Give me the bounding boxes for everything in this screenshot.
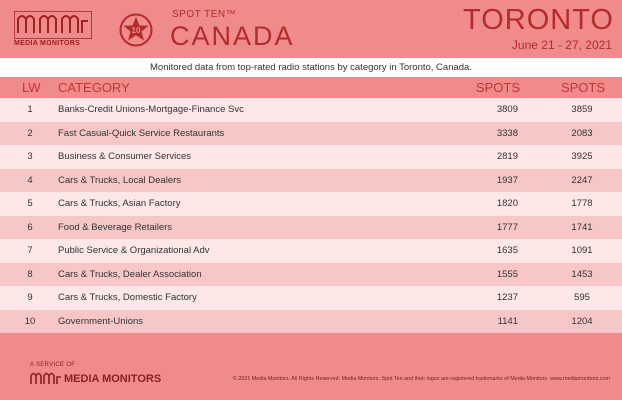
col-lw: LW <box>22 80 41 95</box>
footer-logo: MEDIA MONITORS <box>30 371 170 387</box>
row-lw: 10 <box>24 315 36 327</box>
row-spots-lw: 3859 <box>571 104 593 115</box>
spot-ten-label: SPOT TEN™ <box>172 9 237 20</box>
row-spots-tw: 1635 <box>496 245 518 256</box>
row-lw: 3 <box>27 151 33 162</box>
row-category: Food & Beverage Retailers <box>58 221 173 233</box>
date-range: June 21 - 27, 2021 <box>511 38 612 52</box>
table-row: 2 Fast Casual-Quick Service Restaurants … <box>0 121 622 145</box>
row-spots-lw: 1204 <box>571 315 593 327</box>
row-spots-tw: 1237 <box>496 292 518 303</box>
row-category: Cars & Trucks, Dealer Association <box>58 268 202 280</box>
service-of-label: A SERVICE OF <box>30 362 76 368</box>
row-category: Cars & Trucks, Asian Factory <box>58 198 181 209</box>
row-spots-tw: 1820 <box>496 198 518 209</box>
waveform-icon <box>30 372 61 384</box>
row-spots-lw: 1741 <box>571 221 593 233</box>
table-row: 6 Food & Beverage Retailers 1777 1741 <box>0 215 622 239</box>
row-spots-lw: 3925 <box>571 151 593 162</box>
copyright-text: © 2021 Media Monitors. All Rights Reserv… <box>232 376 610 382</box>
table-row: 3 Business & Consumer Services 2819 3925 <box>0 145 622 169</box>
footer: A SERVICE OF MEDIA MONITORS © 2021 Media… <box>0 355 622 400</box>
table-row: 7 Public Service & Organizational Adv 16… <box>0 239 622 263</box>
row-category: Banks-Credit Unions-Mortgage-Finance Svc <box>58 104 244 115</box>
table-header: LW CATEGORY SPOTS TW SPOTS LW <box>0 77 622 110</box>
country-title: CANADA <box>170 21 295 51</box>
table-row: 5 Cars & Trucks, Asian Factory 1820 1778 <box>0 192 622 216</box>
table-row: 1 Banks-Credit Unions-Mortgage-Finance S… <box>0 98 622 122</box>
row-lw: 6 <box>27 221 33 233</box>
row-spots-lw: 2083 <box>571 127 593 139</box>
media-monitors-logo: MEDIA MONITORS <box>13 10 93 51</box>
city-title: TORONTO <box>463 4 614 36</box>
table-row: 4 Cars & Trucks, Local Dealers 1937 2247 <box>0 168 622 192</box>
row-spots-tw: 1141 <box>497 315 518 327</box>
subtitle: Monitored data from top-rated radio stat… <box>0 58 622 77</box>
row-spots-tw: 1555 <box>496 268 518 280</box>
row-category: Cars & Trucks, Local Dealers <box>58 174 182 186</box>
spot-ten-badge: 10 <box>119 13 153 47</box>
row-lw: 9 <box>27 292 33 303</box>
row-lw: 7 <box>27 245 33 256</box>
row-lw: 4 <box>27 174 33 186</box>
footer-logo-text: MEDIA MONITORS <box>64 373 162 385</box>
row-spots-tw: 3809 <box>496 104 518 115</box>
waveform-icon <box>13 10 93 40</box>
logo-text: MEDIA MONITORS <box>14 40 81 47</box>
row-spots-tw: 3338 <box>496 127 518 139</box>
row-spots-lw: 595 <box>574 292 590 303</box>
row-spots-tw: 1937 <box>496 174 518 186</box>
row-category: Public Service & Organizational Adv <box>58 245 210 256</box>
star-badge-icon: 10 <box>119 13 153 47</box>
badge-number: 10 <box>132 26 141 35</box>
row-spots-lw: 1778 <box>571 198 593 209</box>
row-category: Cars & Trucks, Domestic Factory <box>58 292 197 303</box>
row-lw: 1 <box>27 104 33 115</box>
row-spots-tw: 1777 <box>496 221 518 233</box>
table-body: 1 Banks-Credit Unions-Mortgage-Finance S… <box>0 98 622 333</box>
row-lw: 8 <box>27 268 33 280</box>
row-category: Fast Casual-Quick Service Restaurants <box>58 127 225 139</box>
row-lw: 2 <box>27 127 33 139</box>
row-category: Business & Consumer Services <box>58 151 192 162</box>
row-spots-lw: 1091 <box>571 245 593 256</box>
row-spots-tw: 2819 <box>496 151 518 162</box>
row-lw: 5 <box>27 198 33 209</box>
col-category: CATEGORY <box>58 80 130 95</box>
table-row: 9 Cars & Trucks, Domestic Factory 1237 5… <box>0 286 622 310</box>
row-spots-lw: 2247 <box>571 174 593 186</box>
header: MEDIA MONITORS 10 SPOT TEN™ CANADA TORON… <box>0 0 622 58</box>
table-row: 8 Cars & Trucks, Dealer Association 1555… <box>0 262 622 286</box>
table-row: 10 Government-Unions 1141 1204 <box>0 309 622 333</box>
row-spots-lw: 1453 <box>571 268 593 280</box>
row-category: Government-Unions <box>58 315 144 327</box>
